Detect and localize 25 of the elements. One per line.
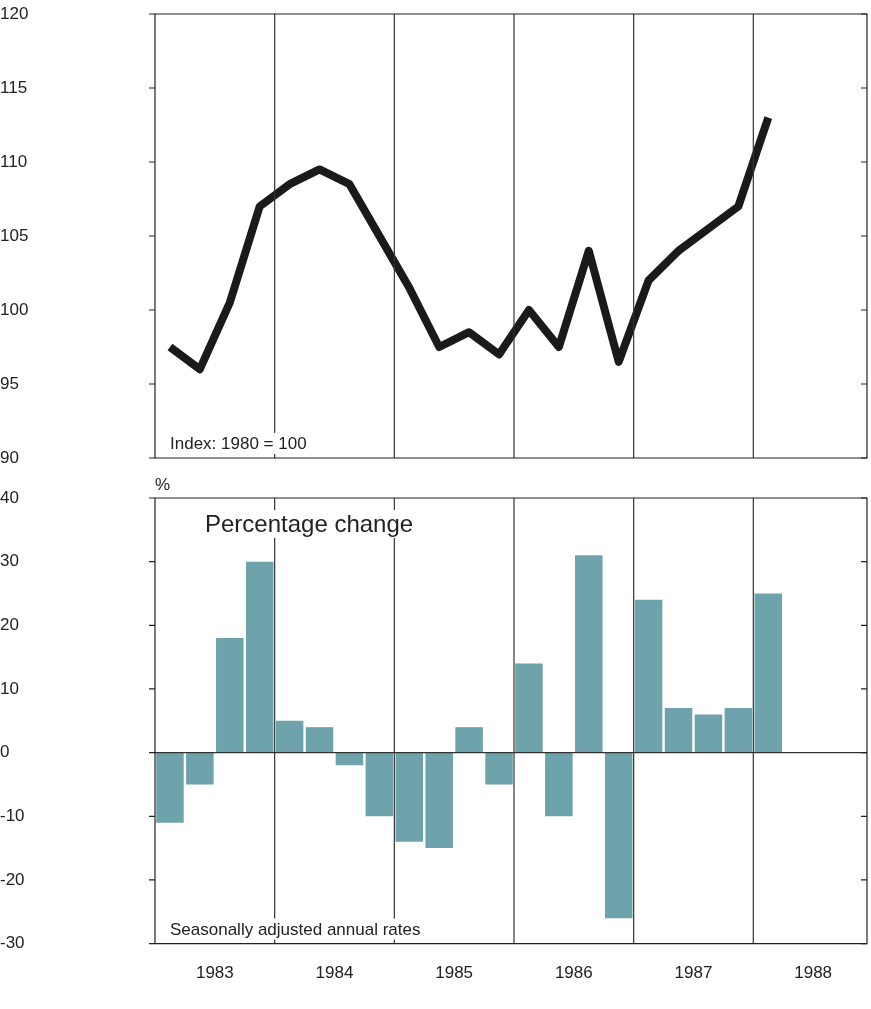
y-tick-label: 10 [0,678,19,698]
y-tick-label: 115 [0,77,28,97]
y-axis-title: % [155,475,171,495]
annotation: Seasonally adjusted annual rates [170,919,421,939]
y-tick-label: -30 [0,933,25,953]
y-tick-label: 120 [0,3,29,23]
x-tick-label: 1984 [315,963,354,983]
y-tick-label: 40 [0,487,19,507]
x-tick-label: 1983 [195,963,234,983]
x-tick-label: 1988 [794,963,833,983]
y-tick-label: 30 [0,551,19,571]
x-tick-label: 1985 [435,963,474,983]
y-tick-label: -20 [0,869,25,889]
y-tick-label: 110 [0,151,28,171]
x-tick-label: 1986 [554,963,593,983]
x-tick-label: 1987 [674,963,713,983]
y-tick-label: 105 [0,225,29,245]
y-tick-label: 90 [0,447,19,467]
y-tick-label: 100 [0,299,29,319]
y-tick-label: 20 [0,615,19,634]
y-tick-label: -10 [0,805,25,825]
y-tick-label: 95 [0,373,19,393]
annotation: Index: 1980 = 100 [170,434,307,454]
y-tick-label: 0 [0,742,10,762]
annotation: Percentage change [205,509,414,537]
